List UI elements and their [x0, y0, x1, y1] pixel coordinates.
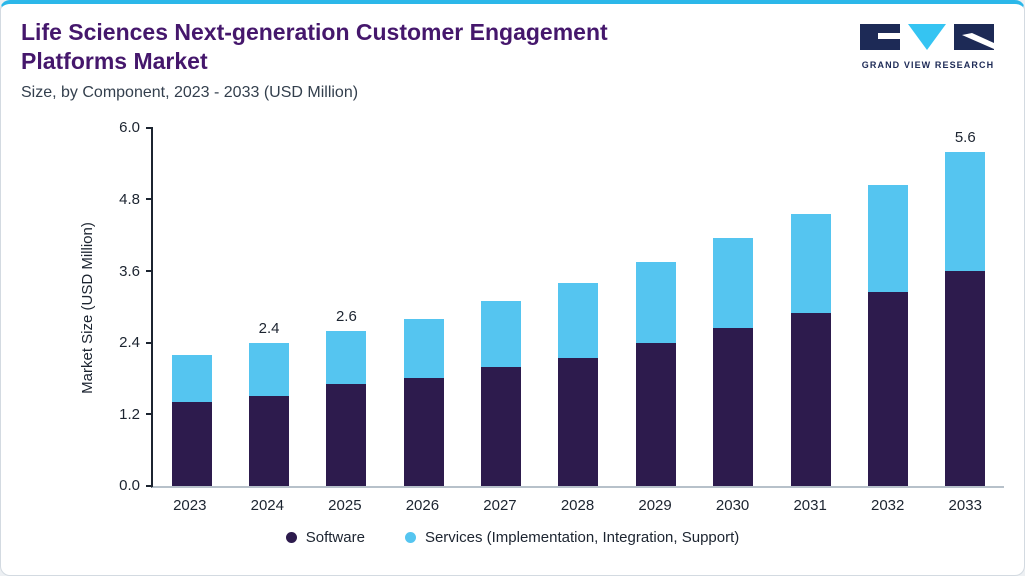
page-title-line2: Platforms Market	[21, 48, 208, 75]
bar-segment-software	[326, 384, 367, 486]
x-axis-label: 2033	[948, 496, 982, 514]
x-axis-label: 2029	[638, 496, 672, 514]
bar-segment-software	[713, 327, 754, 486]
x-axis-label: 2030	[715, 496, 750, 514]
y-tick-label: 3.6	[119, 262, 140, 280]
page-title-line1: Life Sciences Next-generation Customer E…	[21, 19, 608, 45]
y-tick: 0.0	[89, 476, 153, 496]
bar-segment-services	[558, 283, 599, 358]
y-tick-mark	[146, 126, 153, 129]
bar-group-2031	[772, 128, 849, 486]
bar-group-2032	[849, 128, 926, 486]
y-tick-mark	[146, 484, 153, 487]
grand-view-research-logo: GRAND VIEW RESEARCH	[858, 18, 998, 70]
bar-segment-software	[171, 402, 212, 486]
gvr-logo-mark-icon	[860, 24, 994, 50]
bar-segment-software	[481, 366, 522, 486]
bar-group-2028	[540, 128, 617, 486]
bar-segment-services	[790, 214, 831, 313]
services-swatch	[404, 531, 416, 543]
bar-group-2026	[385, 128, 462, 486]
x-axis-label: 2032	[871, 496, 905, 514]
y-tick-mark	[146, 413, 153, 416]
legend-label-services: Services (Implementation, Integration, S…	[424, 528, 740, 546]
y-tick: 2.4	[89, 333, 153, 353]
bar-segment-software	[790, 312, 831, 486]
legend: Software Services (Implementation, Integ…	[1, 529, 1024, 546]
bar-segment-services	[867, 184, 908, 292]
bar-segment-services	[945, 151, 986, 272]
title-block: Life Sciences Next-generation Customer E…	[21, 18, 608, 102]
y-tick-mark	[146, 270, 153, 273]
x-axis-label: 2023	[173, 496, 207, 514]
y-tick: 1.2	[89, 404, 153, 424]
bar-group-2025: 2.6	[308, 128, 385, 486]
bar-segment-software	[635, 342, 676, 486]
x-axis-label: 2028	[560, 496, 595, 514]
bar-group-2033: 5.6	[927, 128, 1004, 486]
bar-value-label: 2.6	[335, 307, 357, 325]
x-axis-label: 2031	[793, 496, 827, 514]
y-tick-label: 6.0	[119, 119, 140, 137]
chart-subtitle: Size, by Component, 2023 - 2033 (USD Mil…	[21, 83, 359, 101]
bar-segment-services	[326, 330, 367, 385]
x-axis-labels: 2023 2024 2025 2026 2027 2028 2029 2030 2031 2032…	[151, 497, 1004, 514]
x-axis-label: 2027	[483, 496, 517, 514]
bar-segment-services	[713, 238, 754, 328]
bar-value-label: 5.6	[954, 128, 976, 146]
bar-group-2030	[695, 128, 772, 486]
bar-segment-services	[403, 318, 444, 379]
y-tick: 4.8	[89, 189, 153, 209]
y-tick-label: 1.2	[119, 405, 140, 423]
header: Life Sciences Next-generation Customer E…	[1, 4, 1024, 102]
bar-segment-services	[249, 342, 290, 397]
bar-segment-software	[867, 291, 908, 486]
software-swatch	[285, 531, 297, 543]
legend-item-software: Software	[285, 528, 365, 546]
y-tick: 6.0	[89, 118, 153, 138]
plot-area: 6.0 4.8 3.6 2.4 1.2 0.0 2.4 2.6 5.6	[119, 119, 1004, 494]
y-tick: 3.6	[89, 261, 153, 281]
y-tick-label: 0.0	[119, 477, 140, 495]
chart: Market Size (USD Million) 6.0 4.8 3.6 2.4 1.…	[79, 119, 1004, 514]
y-tick-mark	[146, 198, 153, 201]
legend-label-software: Software	[305, 528, 365, 546]
bar-value-label: 2.4	[258, 319, 280, 337]
bar-group-2029	[617, 128, 694, 486]
y-tick-mark	[146, 341, 153, 344]
bar-segment-services	[171, 354, 212, 403]
y-axis-label: Market Size (USD Million)	[79, 222, 96, 394]
y-tick-label: 2.4	[119, 334, 140, 352]
logo-text: GRAND VIEW RESEARCH	[861, 60, 995, 70]
bar-segment-software	[945, 271, 986, 486]
bar-group-2023	[153, 128, 230, 486]
x-axis-label: 2024	[250, 496, 284, 514]
x-axis-label: 2026	[405, 496, 440, 514]
y-tick-label: 4.8	[119, 190, 140, 208]
bar-segment-software	[403, 378, 444, 486]
bar-segment-software	[249, 396, 290, 486]
bar-group-2027	[462, 128, 539, 486]
bar-segment-services	[635, 262, 676, 343]
bar-group-2024: 2.4	[230, 128, 307, 486]
x-axis-label: 2025	[328, 496, 362, 514]
bar-segment-services	[481, 300, 522, 367]
legend-item-services: Services (Implementation, Integration, S…	[404, 528, 740, 546]
bars: 2.4 2.6 5.6	[153, 128, 1004, 486]
page-title: Life Sciences Next-generation Customer E…	[21, 18, 608, 77]
bar-segment-software	[558, 357, 599, 486]
